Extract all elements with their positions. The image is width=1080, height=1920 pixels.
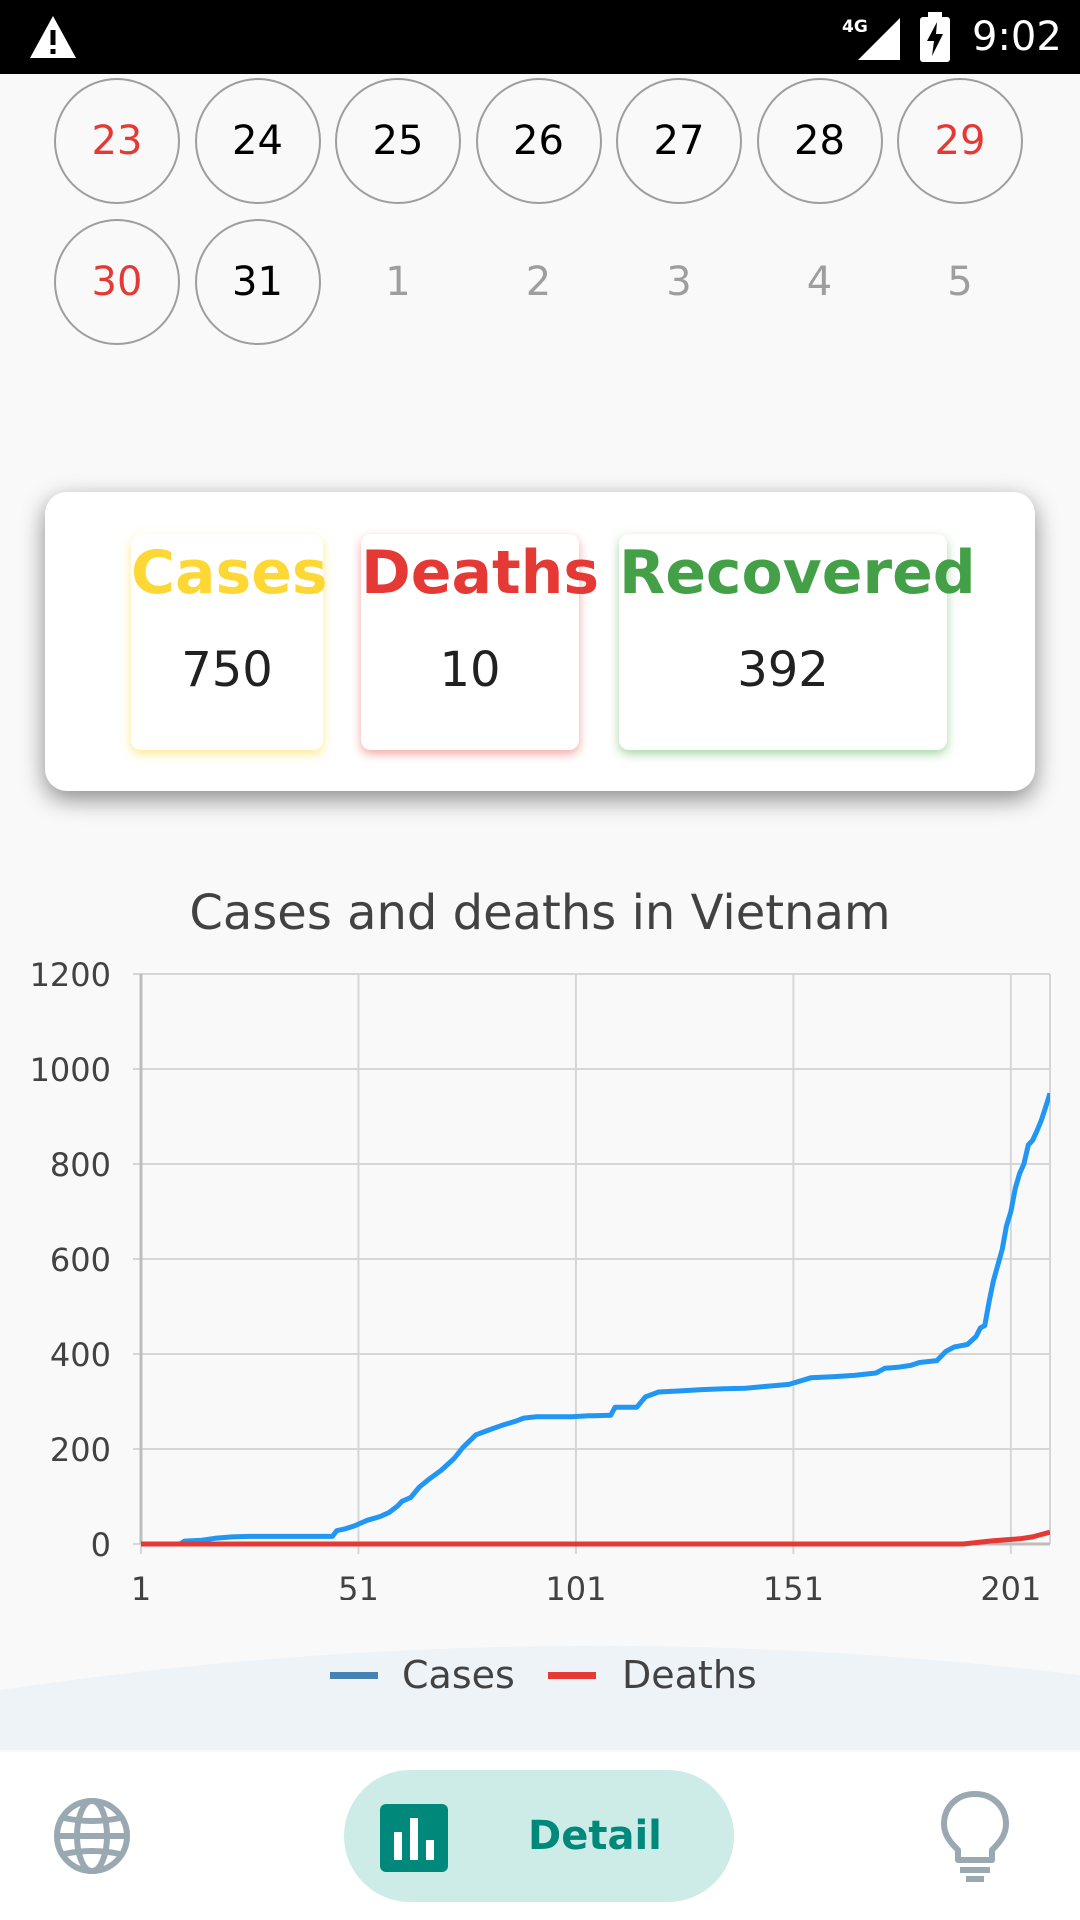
- y-tick-label: 400: [50, 1336, 111, 1374]
- lightbulb-icon[interactable]: [940, 1790, 1010, 1882]
- status-time: 9:02: [972, 14, 1062, 60]
- y-tick-label: 800: [50, 1146, 111, 1184]
- calendar-day[interactable]: 25: [335, 78, 461, 204]
- calendar-day[interactable]: 29: [897, 78, 1023, 204]
- calendar-day[interactable]: 26: [475, 78, 602, 204]
- bar-chart-icon: [380, 1804, 448, 1872]
- calendar-day[interactable]: 31: [194, 219, 321, 345]
- calendar-grid: 23 24 25 26 27 28 29 30 31 1 2 3 4 5: [0, 74, 1080, 374]
- wave-background: [0, 1645, 1080, 1750]
- nav-detail-label: Detail: [528, 1813, 662, 1859]
- calendar-day[interactable]: 23: [54, 78, 180, 204]
- series-line-cases: [141, 1092, 1050, 1547]
- y-tick-label: 600: [50, 1241, 111, 1279]
- stats-card: Cases 750 Deaths 10 Recovered 392: [45, 492, 1035, 791]
- calendar-day[interactable]: 3: [666, 259, 692, 305]
- deaths-label: Deaths: [361, 538, 600, 608]
- status-bar: 4G 9:02: [0, 0, 1080, 74]
- globe-icon[interactable]: [52, 1796, 132, 1876]
- deaths-stat: Deaths 10: [361, 534, 600, 750]
- calendar-day[interactable]: 2: [525, 259, 552, 305]
- calendar-day[interactable]: 1: [385, 259, 411, 305]
- chart-title: Cases and deaths in Vietnam: [189, 885, 891, 941]
- calendar-day[interactable]: 30: [54, 219, 180, 345]
- calendar-day[interactable]: 24: [194, 78, 321, 204]
- y-tick-label: 1200: [30, 956, 111, 994]
- bottom-navigation: Detail: [0, 1752, 1080, 1920]
- x-tick-label: 1: [131, 1570, 151, 1600]
- x-tick-label: 201: [980, 1570, 1041, 1600]
- recovered-label: Recovered: [619, 538, 976, 608]
- y-tick-label: 0: [91, 1526, 111, 1564]
- cases-label: Cases: [131, 538, 328, 608]
- series-line-deaths: [141, 1529, 1050, 1547]
- network-type: 4G: [842, 17, 868, 37]
- nav-detail-tab[interactable]: Detail: [344, 1770, 734, 1902]
- cases-value: 750: [181, 642, 273, 698]
- signal-icon: 4G: [842, 17, 900, 60]
- y-tick-label: 200: [50, 1431, 111, 1469]
- x-tick-label: 51: [338, 1570, 379, 1600]
- cases-stat: Cases 750: [131, 534, 328, 750]
- calendar-day[interactable]: 27: [616, 78, 742, 204]
- x-tick-label: 151: [763, 1570, 824, 1600]
- legend-swatch-deaths: [548, 1672, 596, 1679]
- deaths-value: 10: [439, 642, 501, 698]
- chart-legend: Cases Deaths: [0, 1650, 1080, 1700]
- legend-label-deaths: Deaths: [622, 1653, 757, 1697]
- legend-label-cases: Cases: [402, 1653, 515, 1697]
- legend-swatch-cases: [330, 1672, 378, 1679]
- recovered-value: 392: [737, 642, 829, 698]
- battery-charging-icon: [920, 12, 950, 62]
- calendar-day[interactable]: 28: [756, 78, 883, 204]
- x-tick-label: 101: [545, 1570, 606, 1600]
- y-tick-label: 1000: [30, 1051, 111, 1089]
- recovered-stat: Recovered 392: [619, 534, 976, 750]
- calendar-day[interactable]: 5: [947, 259, 973, 305]
- warning-icon: [30, 16, 76, 58]
- calendar-day[interactable]: 4: [806, 259, 833, 305]
